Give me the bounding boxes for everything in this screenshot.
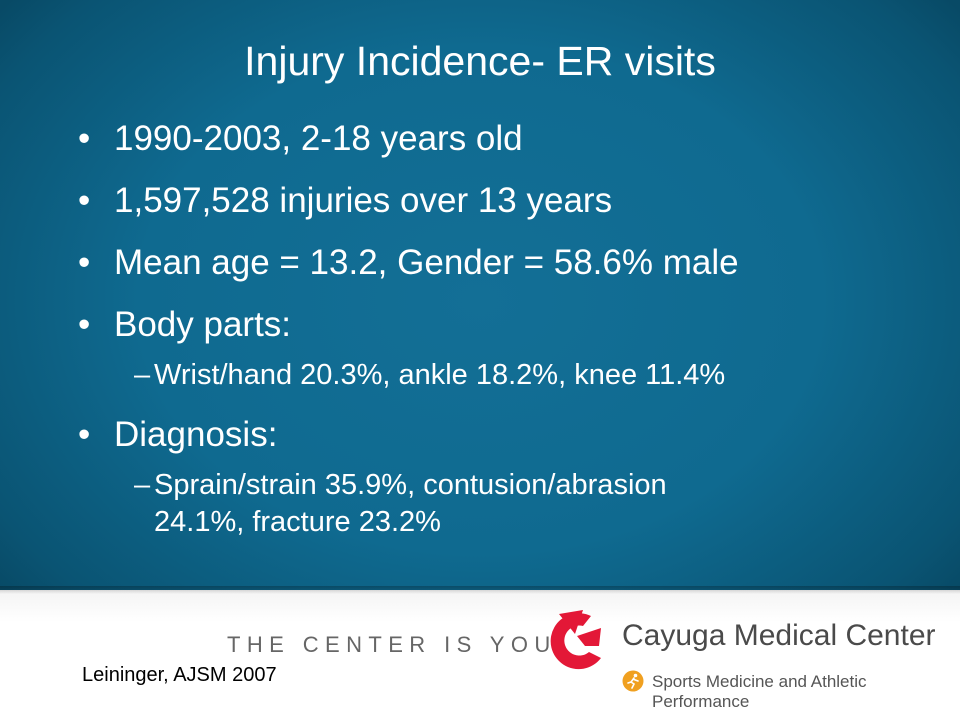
sub-bullet-text-line-2: 24.1%, fracture 23.2% [154, 506, 441, 538]
bullet-item: • 1990-2003, 2-18 years old [78, 118, 938, 160]
bullet-item: • 1,597,528 injuries over 13 years [78, 180, 938, 222]
citation: Leininger, AJSM 2007 [82, 664, 277, 686]
sub-bullet-item: – Wrist/hand 20.3%, ankle 18.2%, knee 11… [78, 357, 938, 394]
bullet-list: • 1990-2003, 2-18 years old • 1,597,528 … [78, 118, 938, 541]
bullet-glyph: • [78, 119, 91, 158]
sub-bullet-text: Wrist/hand 20.3%, ankle 18.2%, knee 11.4… [154, 359, 726, 391]
bullet-text: Mean age = 13.2, Gender = 58.6% male [114, 243, 739, 282]
bullet-text: Diagnosis: [114, 415, 278, 454]
slide-background [0, 0, 960, 590]
org-name: Cayuga Medical Center [622, 619, 936, 652]
bullet-glyph: • [78, 305, 91, 344]
tagline: THE CENTER IS YOU [227, 632, 557, 657]
footer-divider-shadow [0, 586, 960, 594]
dash-glyph: – [134, 469, 151, 501]
slide-title: Injury Incidence- ER visits [244, 38, 716, 84]
dash-glyph: – [134, 359, 151, 391]
bullet-text: Body parts: [114, 305, 292, 344]
runner-icon [622, 670, 644, 692]
footer-band [0, 590, 960, 720]
bullet-glyph: • [78, 181, 91, 220]
bullet-text: 1990-2003, 2-18 years old [114, 119, 523, 158]
bullet-glyph: • [78, 243, 91, 282]
cayuga-logo-icon [550, 610, 601, 670]
bullet-item: • Mean age = 13.2, Gender = 58.6% male [78, 242, 938, 284]
sub-bullet-text-line-1: Sprain/strain 35.9%, contusion/abrasion [154, 469, 667, 501]
sub-bullet-item: – Sprain/strain 35.9%, contusion/abrasio… [78, 467, 938, 541]
bullet-text: 1,597,528 injuries over 13 years [114, 181, 613, 220]
bullet-item: • Diagnosis: [78, 414, 938, 456]
bullet-item: • Body parts: [78, 304, 938, 346]
bullet-glyph: • [78, 415, 91, 454]
org-subtitle: Sports Medicine and Athletic Performance [652, 672, 867, 711]
